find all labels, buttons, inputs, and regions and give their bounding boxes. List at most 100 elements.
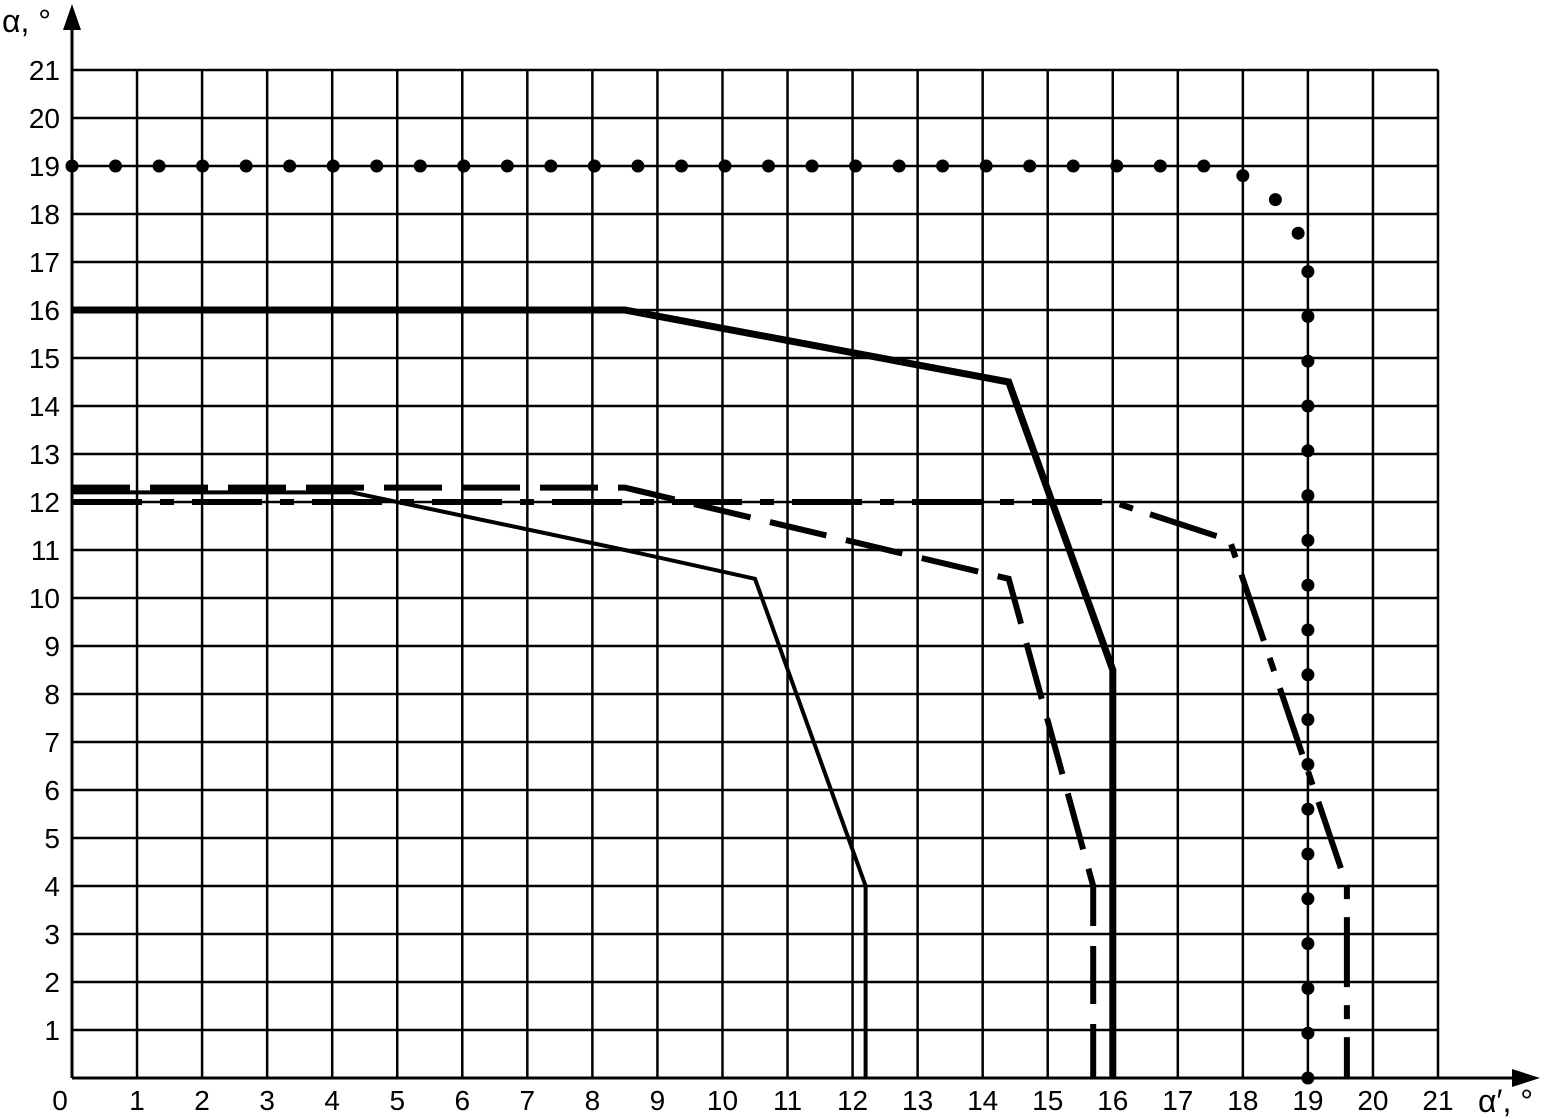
x-tick-label: 21 [1422,1085,1453,1116]
y-tick-label: 10 [29,583,60,614]
series-dotted-point [1110,159,1124,173]
series-dotted-point [631,159,645,173]
series-dotted-point [1301,354,1315,368]
series-dotted-point [979,159,993,173]
series-dotted-point [1301,937,1315,951]
series-dotted-point [936,159,950,173]
series-solid-thin [72,490,868,1078]
y-tick-label: 11 [31,535,60,566]
series-dotted [65,159,1315,1085]
series-dotted-point [65,159,79,173]
series-dotted-point [674,159,688,173]
x-tick-label: 11 [773,1085,802,1116]
y-tick-label: 12 [29,487,60,518]
series-dotted-point [109,159,123,173]
series-dotted-point [718,159,732,173]
x-tick-label: 13 [902,1085,933,1116]
axes [63,4,1540,1087]
series-dotted-point [1301,1071,1315,1085]
y-tick-label: 4 [44,871,60,902]
y-tick-label: 20 [29,103,60,134]
y-tick-label: 16 [29,295,60,326]
y-tick-label: 17 [29,247,60,278]
series-dotted-point [457,159,471,173]
grid [72,68,1440,1078]
x-tick-label: 15 [1032,1085,1063,1116]
y-tick-label: 1 [44,1015,60,1046]
series-dotted-point [1301,309,1315,323]
series-dashed [72,484,1097,1078]
x-tick-label: 19 [1292,1085,1323,1116]
y-tick-label: 9 [44,631,60,662]
series-dotted-point [849,159,863,173]
y-tick-label: 15 [29,343,60,374]
series-dotted-point [1301,489,1315,503]
series-dotted-point [587,159,601,173]
x-tick-label: 4 [324,1085,340,1116]
series-dotted-point [1301,802,1315,816]
series-dotted-point [1291,226,1305,240]
y-tick-label: 5 [44,823,60,854]
y-tick-label: 6 [44,775,60,806]
series-dotted-point [1236,169,1250,183]
series-dotted-point [762,159,776,173]
series-dotted-point [1301,444,1315,458]
y-tick-label: 7 [44,727,60,758]
x-axis-label: α′, ° [1478,1083,1533,1119]
x-tick-label: 0 [52,1085,68,1116]
series-dotted-point [413,159,427,173]
series-dotted-point [1301,668,1315,682]
series-dotted-point [370,159,384,173]
series-dotted-point [1301,399,1315,413]
series-dotted-point [1153,159,1167,173]
x-tick-label: 1 [129,1085,145,1116]
y-tick-label: 19 [29,151,60,182]
x-tick-label: 12 [837,1085,868,1116]
series-dotted-point [1301,1026,1315,1040]
series-dotted-point [283,159,297,173]
series-dotted-point [1268,193,1282,207]
series-dotted-point [1301,265,1315,279]
series-dotted-point [1301,713,1315,727]
series-dotted-point [500,159,514,173]
y-tick-label: 2 [44,967,60,998]
x-tick-label: 5 [389,1085,405,1116]
series-dash-dot [72,499,1350,1078]
series-dotted-point [326,159,340,173]
x-tick-label: 2 [194,1085,210,1116]
x-tick-label: 18 [1227,1085,1258,1116]
series-dotted-point [544,159,558,173]
series-solid-thick [72,306,1117,1078]
x-tick-label: 8 [585,1085,601,1116]
series-dotted-point [805,159,819,173]
x-tick-label: 14 [967,1085,998,1116]
y-tick-label: 3 [44,919,60,950]
series-dotted-point [1301,578,1315,592]
x-tick-label: 7 [520,1085,536,1116]
y-axis-arrow [63,4,81,30]
x-axis-arrow [1512,1069,1540,1087]
series-dotted-point [1301,981,1315,995]
series-layer [65,159,1350,1085]
series-dotted-point [1301,623,1315,637]
y-axis-label: α, ° [2,3,51,39]
series-dotted-point [892,159,906,173]
series-dotted-point [1301,533,1315,547]
series-dotted-point [196,159,210,173]
x-tick-label: 20 [1357,1085,1388,1116]
series-dotted-point [1301,892,1315,906]
y-tick-label: 18 [29,199,60,230]
series-dotted-point [1301,757,1315,771]
x-tick-labels: 0 1 2 3 4 5 6 7 8 9 10 11 12 13 14 15 16 17 18 19 20 21 [52,1085,1453,1116]
series-dotted-point [1066,159,1080,173]
x-tick-label: 9 [650,1085,666,1116]
series-dotted-point [152,159,166,173]
y-tick-label: 14 [29,391,60,422]
y-tick-label: 8 [44,679,60,710]
x-tick-label: 3 [259,1085,275,1116]
series-dotted-point [239,159,253,173]
series-dotted-point [1301,847,1315,861]
y-tick-label: 13 [29,439,60,470]
